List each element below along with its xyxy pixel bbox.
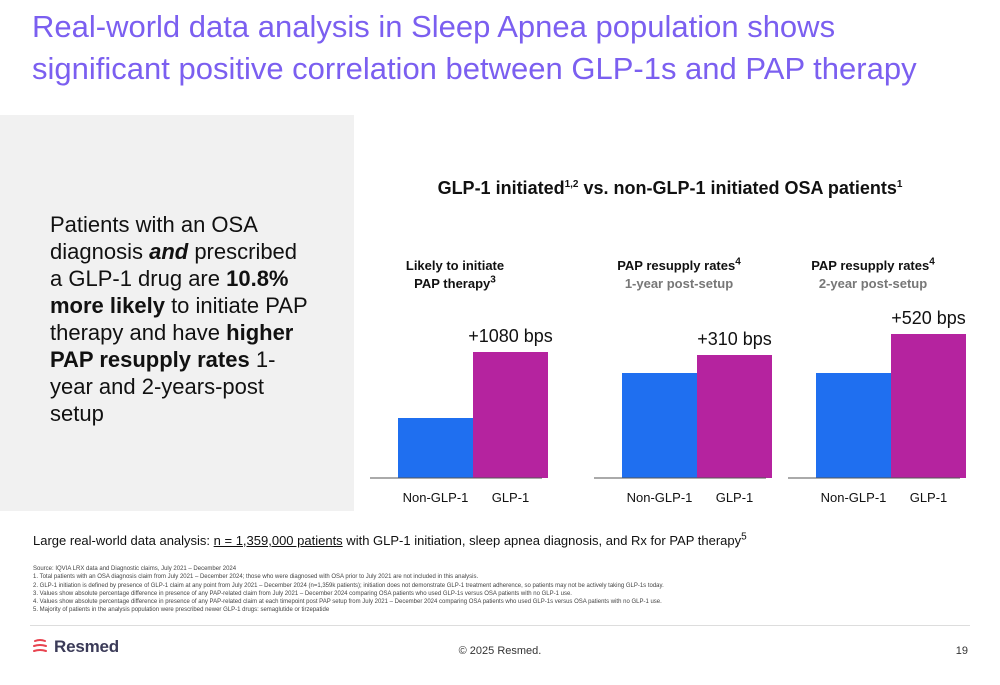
chart-panel-2: Non-GLP-1 GLP-1 +310 bps <box>594 329 772 505</box>
panel-title-resupply-1yr-line1: PAP resupply rates <box>617 258 736 273</box>
bar-non-glp-1-1 <box>398 418 473 478</box>
chart-title-sup1: 1,2 <box>564 179 579 190</box>
chart-panel-3: Non-GLP-1 GLP-1 +520 bps <box>788 308 966 505</box>
chart-title-mid: vs. non-GLP-1 initiated OSA patients <box>578 178 897 198</box>
copyright: © 2025 Resmed. <box>458 645 542 657</box>
analysis-prefix: Large real-world data analysis: <box>33 533 214 548</box>
chart-title-sup2: 1 <box>896 179 903 190</box>
footnote-2: 2. GLP-1 initiation is defined by presen… <box>33 582 664 589</box>
bar-glp-1-2 <box>697 355 772 478</box>
summary-panel: Patients with an OSA diagnosis and presc… <box>0 115 354 511</box>
footnotes: Source: IQVIA LRX data and Diagnostic cl… <box>33 565 933 615</box>
summary-text-1: Patients with an OSA diagnosis <box>50 212 257 264</box>
summary-emphasis-and: and <box>149 239 189 264</box>
summary-emphasis-likely: 10.8% more likely <box>50 266 289 318</box>
panel-subtitle-1yr: 1-year post-setup <box>624 276 734 291</box>
panel-subtitle-2yr: 2-year post-setup <box>818 276 928 291</box>
category-label-3-1: Non-GLP-1 <box>821 490 887 505</box>
panel-title-resupply-2yr-sup: 4 <box>929 256 935 268</box>
summary-text-3: to initiate PAP therapy and have <box>50 293 308 345</box>
category-label-3-2: GLP-1 <box>910 490 948 505</box>
resmed-logo: Resmed <box>32 637 119 657</box>
footnote-4: 4. Values show absolute percentage diffe… <box>33 599 662 606</box>
panel-title-initiate-line1: Likely to initiate <box>405 258 505 273</box>
chart-title-main: GLP-1 initiated <box>437 178 565 198</box>
annotation-bps-1: +1080 bps <box>468 326 553 346</box>
summary-text-4: 1-year and 2-years-post setup <box>50 347 276 426</box>
chart-panel-1: Non-GLP-1 GLP-1 +1080 bps <box>370 326 553 505</box>
summary-text-2: prescribed a GLP-1 drug are <box>50 239 298 291</box>
bar-non-glp-1-2 <box>622 373 697 478</box>
footnote-5: 5. Majority of patients in the analysis … <box>33 607 330 614</box>
category-label-1-2: GLP-1 <box>492 490 530 505</box>
panel-title-resupply-1yr-sup: 4 <box>735 256 741 268</box>
panel-title-resupply-2yr-line1: PAP resupply rates <box>811 258 930 273</box>
panel-title-initiate: Likely to initiate PAP therapy3 <box>370 257 540 293</box>
footer-divider <box>30 625 970 626</box>
bar-non-glp-1-3 <box>816 373 891 478</box>
analysis-patient-count: n = 1,359,000 patients <box>213 533 343 548</box>
page-number: 19 <box>955 645 968 657</box>
resmed-logo-text: Resmed <box>54 637 119 656</box>
footnote-source: Source: IQVIA LRX data and Diagnostic cl… <box>33 566 237 572</box>
annotation-bps-3: +520 bps <box>891 308 966 328</box>
analysis-summary: Large real-world data analysis: n = 1,35… <box>33 531 747 548</box>
category-label-2-2: GLP-1 <box>716 490 754 505</box>
panel-title-initiate-line2: PAP therapy <box>414 276 491 291</box>
analysis-sup: 5 <box>741 531 747 543</box>
panel-title-resupply-2yr: PAP resupply rates4 2-year post-setup <box>788 257 958 293</box>
bar-glp-1-3 <box>891 334 966 478</box>
resmed-logo-icon <box>33 639 47 652</box>
panel-title-resupply-1yr: PAP resupply rates4 1-year post-setup <box>594 257 764 293</box>
footnote-1: 1. Total patients with an OSA diagnosis … <box>33 574 479 581</box>
category-label-2-1: Non-GLP-1 <box>627 490 693 505</box>
bar-glp-1-1 <box>473 352 548 478</box>
page-title: Real-world data analysis in Sleep Apnea … <box>32 9 917 86</box>
summary-emphasis-resupply: higher PAP resupply rates <box>50 320 294 372</box>
panel-title-initiate-sup: 3 <box>490 274 496 286</box>
footnote-3: 3. Values show absolute percentage diffe… <box>33 590 572 597</box>
summary-text: Patients with an OSA diagnosis and presc… <box>50 211 310 427</box>
annotation-bps-2: +310 bps <box>697 329 772 349</box>
category-label-1-1: Non-GLP-1 <box>403 490 469 505</box>
analysis-suffix: with GLP-1 initiation, sleep apnea diagn… <box>342 533 742 548</box>
chart-main-title: GLP-1 initiated1,2 vs. non-GLP-1 initiat… <box>370 178 970 199</box>
